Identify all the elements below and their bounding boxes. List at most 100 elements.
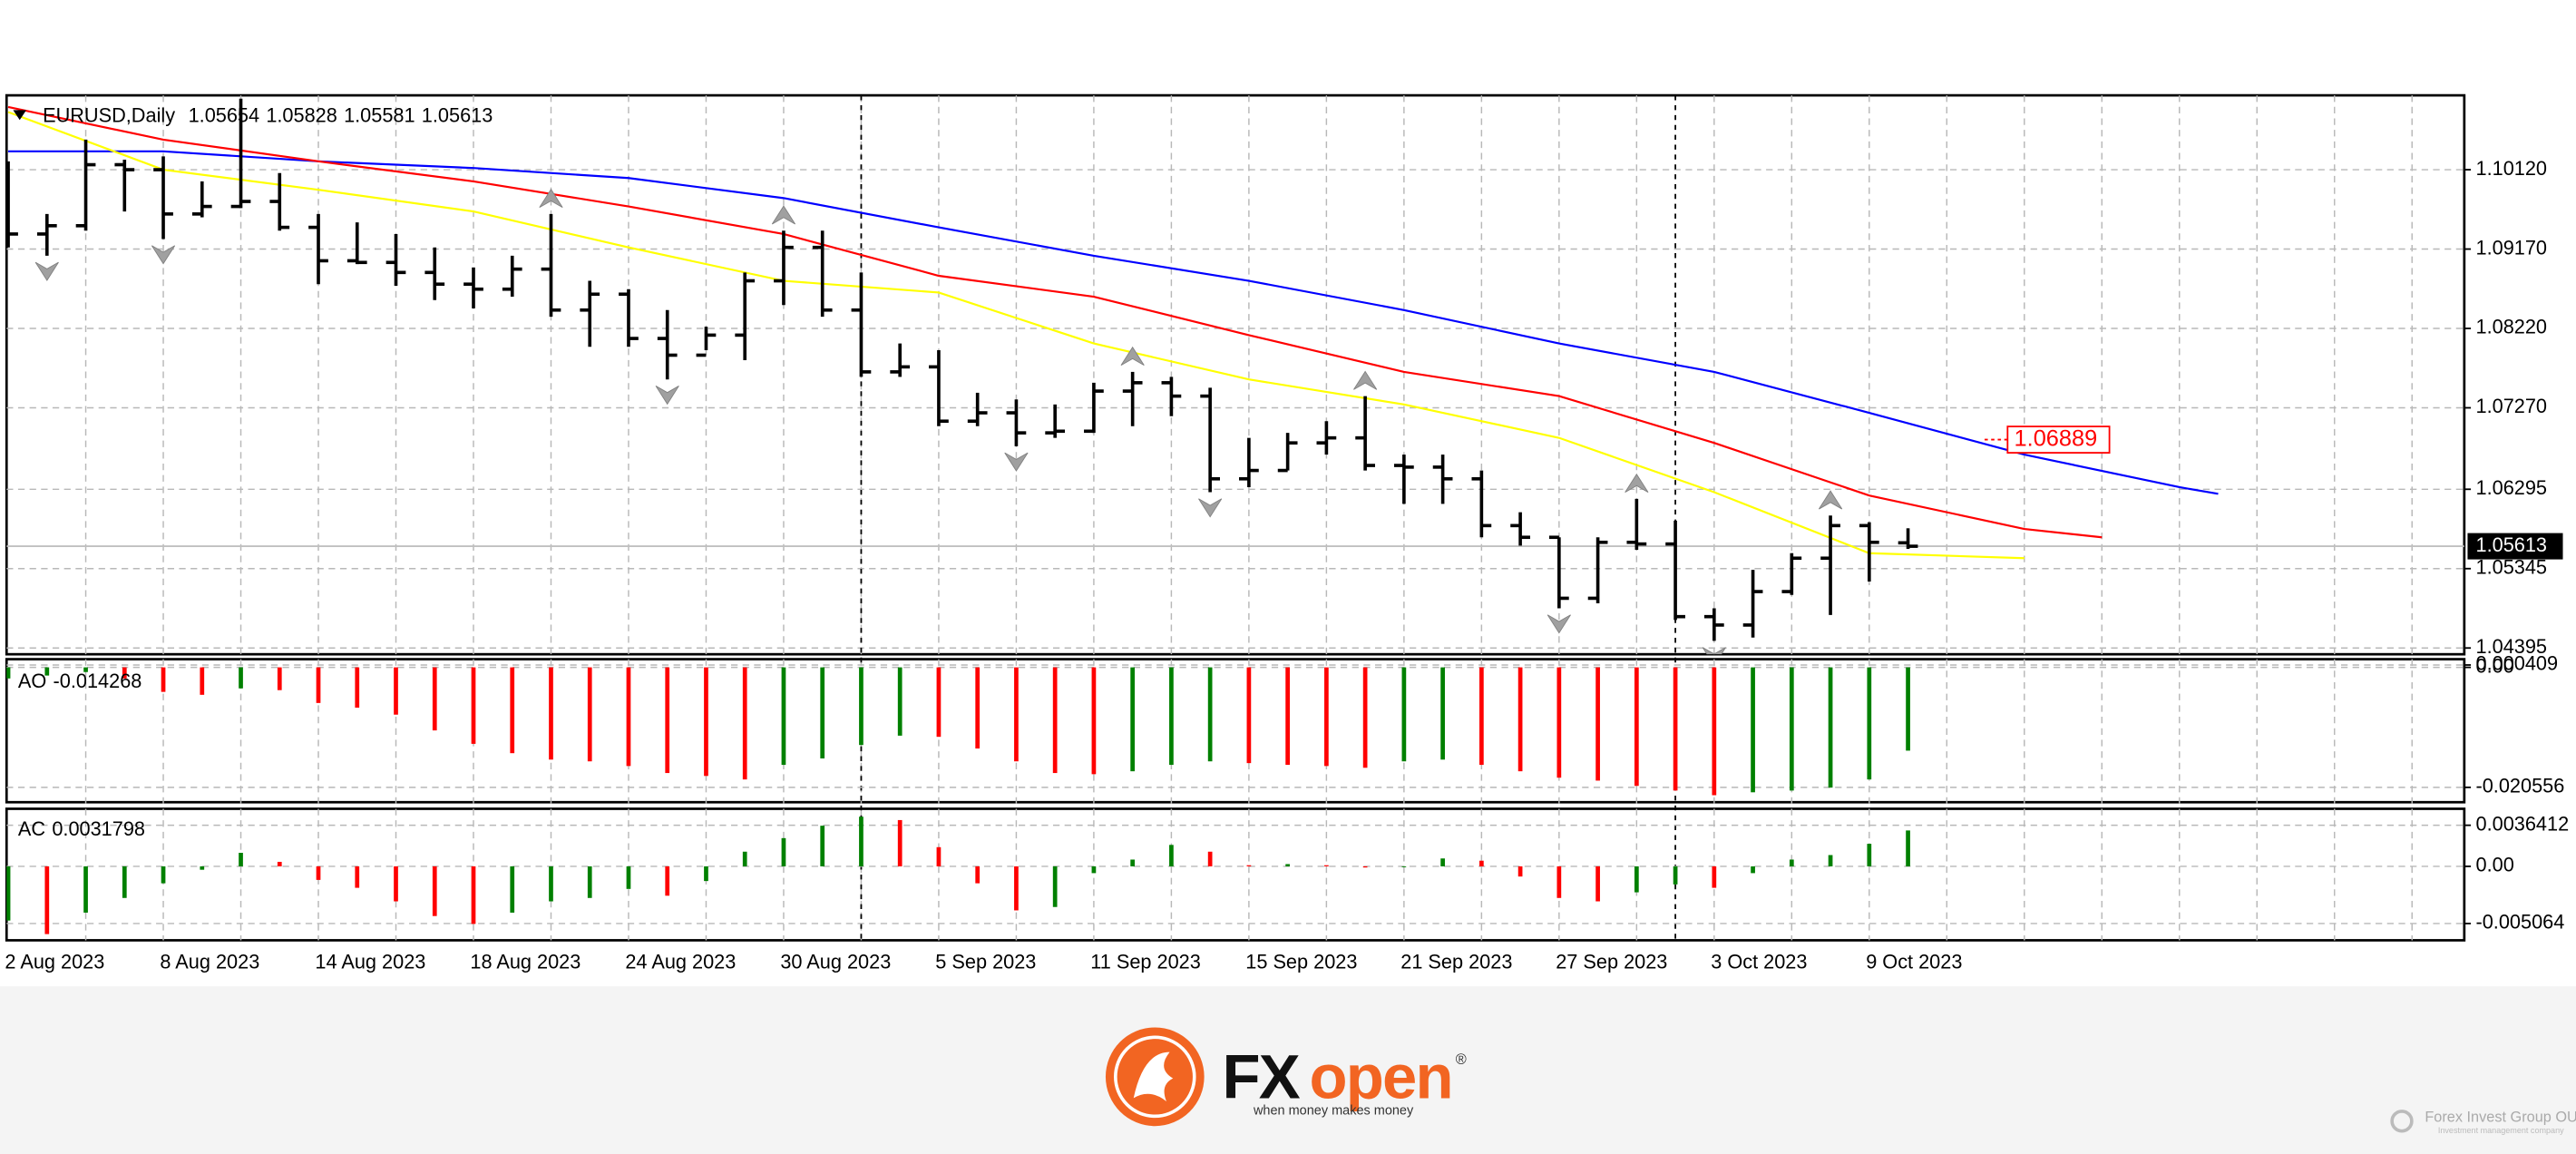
ac-name: AC	[18, 817, 45, 840]
ac-last: 0.0031798	[52, 817, 145, 840]
histogram-bar	[1014, 667, 1019, 762]
histogram-bar	[1517, 667, 1523, 772]
header-close: 1.05613	[422, 103, 493, 126]
histogram-bar	[1362, 667, 1368, 768]
histogram-bar	[1091, 667, 1097, 775]
y-tick-label: -0.020556	[2476, 775, 2565, 797]
x-tick-label: 30 Aug 2023	[780, 951, 891, 973]
ao-plot	[6, 667, 1910, 796]
histogram-bar	[277, 667, 282, 690]
moving-average	[7, 111, 2025, 560]
fractal-up	[771, 205, 796, 225]
histogram-bar	[1130, 667, 1136, 772]
fractal-up	[1120, 346, 1145, 367]
histogram-bar	[1828, 855, 1833, 866]
y-tick-label: 0.000409	[2476, 652, 2559, 675]
fractal-down	[1702, 647, 1726, 655]
histogram-bar	[626, 667, 631, 767]
chart-header: EURUSD,Daily 1.05654 1.05828 1.05581 1.05613	[43, 103, 493, 126]
histogram-bar	[1712, 667, 1717, 796]
histogram-bar	[626, 866, 631, 889]
histogram-bar	[587, 667, 592, 762]
histogram-bar	[549, 667, 553, 760]
histogram-bar	[83, 667, 88, 672]
ao-header: AO -0.014268	[18, 670, 141, 692]
x-tick-label: 21 Sep 2023	[1400, 951, 1512, 973]
histogram-bar	[1556, 866, 1562, 898]
histogram-bar	[510, 667, 515, 754]
fractal-down	[1004, 452, 1029, 472]
histogram-bar	[1751, 667, 1755, 793]
main-panel	[5, 93, 2466, 656]
histogram-bar	[704, 667, 708, 777]
histogram-bar	[1014, 866, 1019, 911]
histogram-bar	[122, 667, 127, 679]
y-tick-label: 0.00	[2476, 654, 2514, 677]
histogram-bar	[1246, 667, 1252, 764]
x-tick-label: 8 Aug 2023	[160, 951, 259, 973]
histogram-bar	[1285, 667, 1290, 766]
x-tick-label: 11 Sep 2023	[1090, 951, 1201, 973]
ac-panel	[5, 807, 2466, 942]
histogram-bar	[316, 866, 321, 880]
histogram-bar	[44, 866, 50, 934]
histogram-bar	[820, 667, 825, 758]
ao-name: AO	[18, 670, 46, 692]
y-tick-label: -0.005064	[2476, 911, 2565, 934]
brand-fx: FX	[1223, 1042, 1301, 1111]
histogram-bar	[1130, 859, 1136, 866]
last-price-label: 1.05613	[2476, 533, 2547, 556]
histogram-bar	[1906, 830, 1910, 866]
histogram-bar	[432, 667, 437, 731]
histogram-bar	[1362, 866, 1368, 868]
histogram-bar	[316, 667, 321, 703]
histogram-bar	[975, 866, 981, 884]
histogram-bar	[936, 846, 942, 866]
brand-open: open	[1310, 1042, 1452, 1111]
ao-last: -0.014268	[54, 670, 142, 692]
y-tick-label: 1.07270	[2476, 395, 2547, 417]
histogram-bar	[432, 866, 437, 916]
fractal-up	[1625, 473, 1649, 494]
x-tick-label: 15 Sep 2023	[1245, 951, 1357, 973]
histogram-bar	[1479, 860, 1484, 866]
registered: ®	[1456, 1051, 1467, 1068]
histogram-bar	[6, 667, 11, 679]
histogram-bar	[1517, 866, 1523, 877]
price-plot	[6, 98, 2464, 655]
x-tick-label: 24 Aug 2023	[625, 951, 736, 973]
histogram-bar	[1906, 667, 1910, 751]
histogram-bar	[1712, 866, 1717, 888]
histogram-bar	[471, 667, 476, 744]
tagline: when money makes money	[1253, 1104, 1414, 1119]
y-tick-label: 1.06295	[2476, 476, 2547, 499]
histogram-bar	[1401, 667, 1407, 762]
header-open: 1.05654	[189, 103, 259, 126]
histogram-bar	[1867, 844, 1872, 866]
histogram-bar	[936, 667, 942, 738]
x-tick-label: 2 Aug 2023	[5, 951, 104, 973]
histogram-bar	[1556, 667, 1562, 778]
y-tick-label: 1.05345	[2476, 556, 2547, 579]
histogram-bar	[1052, 866, 1058, 907]
histogram-bar	[1479, 667, 1484, 766]
header-high: 1.05828	[266, 103, 337, 126]
x-tick-label: 9 Oct 2023	[1866, 951, 1962, 973]
histogram-bar	[859, 667, 864, 746]
histogram-bar	[1673, 667, 1678, 791]
y-tick-label: 1.10120	[2476, 157, 2547, 180]
fractal-down	[1547, 614, 1571, 634]
histogram-bar	[355, 866, 360, 888]
histogram-bar	[510, 866, 515, 913]
histogram-bar	[1789, 859, 1794, 866]
credit: Forex Invest Group OU	[2425, 1109, 2576, 1125]
histogram-bar	[1673, 866, 1678, 885]
histogram-bar	[1751, 866, 1755, 874]
fractal-down	[1198, 498, 1223, 518]
histogram-bar	[239, 853, 243, 866]
symbol: EURUSD,Daily	[43, 103, 175, 126]
histogram-bar	[1169, 845, 1174, 866]
fractal-down	[151, 245, 176, 265]
fractal-up	[1819, 490, 1843, 510]
